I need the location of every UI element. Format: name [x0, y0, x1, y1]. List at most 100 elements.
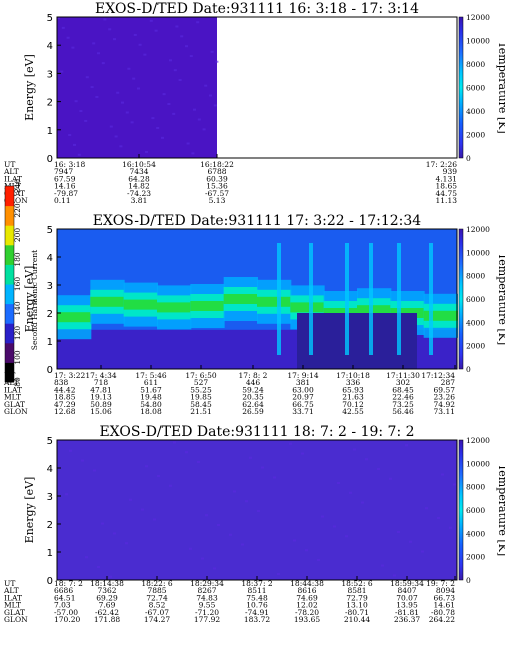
heatmap-cell — [169, 59, 172, 62]
ephemeris-cell: 17: 6:50 — [185, 371, 217, 380]
ephemeris-row-name: UT — [4, 579, 15, 588]
heatmap-cell — [365, 458, 368, 461]
ephemeris-cell: 74.92 — [434, 400, 456, 409]
heatmap-cell — [77, 153, 81, 156]
heatmap-cell — [149, 19, 153, 22]
heatmap-cell — [108, 28, 112, 31]
ephemeris-cell: 17:10:18 — [336, 371, 370, 380]
ephemeris-cell: 63.00 — [292, 385, 314, 394]
ephemeris-row-name: ILAT — [4, 174, 22, 183]
ephemeris-cell: 73.11 — [434, 407, 455, 416]
ephemeris-cell: 16:18:22 — [200, 160, 234, 169]
ephemeris-cell: 73.25 — [392, 400, 414, 409]
heatmap-cell — [81, 459, 84, 462]
heatmap-cell — [449, 526, 452, 529]
ephemeris-row-name: ALT — [3, 378, 19, 387]
harmonic-scale-tick: 120 — [13, 326, 22, 341]
harmonic-scale-tick: 160 — [13, 277, 22, 292]
heatmap-cell — [141, 508, 144, 511]
panel-title: EXOS-D/TED Date:931111 18: 7: 2 - 19: 7:… — [99, 424, 414, 440]
plot-area — [57, 229, 458, 369]
colorbar-tick-label: 12000 — [466, 225, 490, 234]
ephemeris-cell: 12.02 — [296, 601, 318, 610]
heatmap-cell — [90, 86, 94, 89]
ephemeris-cell: 7434 — [129, 167, 148, 176]
y-tick-label: 2 — [47, 309, 53, 320]
ephemeris-cell: 20.97 — [292, 393, 314, 402]
colorbar-tick-label: 4000 — [466, 318, 485, 327]
heatmap-cell — [293, 539, 296, 542]
heatmap-cell — [154, 29, 158, 32]
heatmap-cell — [138, 43, 142, 46]
ephemeris-cell: 18:52: 6 — [341, 579, 373, 588]
heatmap-cell — [116, 91, 120, 94]
heatmap-cell — [273, 476, 276, 479]
heatmap-cell — [196, 21, 200, 24]
ephemeris-cell: 59.24 — [242, 385, 264, 394]
harmonic-scale-segment — [5, 244, 14, 265]
heatmap-cell — [257, 510, 260, 512]
harmonic-scale-segment — [5, 342, 14, 363]
ephemeris-cell: 8267 — [197, 586, 216, 595]
heatmap-cell — [65, 493, 68, 496]
ephemeris-cell: -78.20 — [295, 608, 319, 617]
temperature-colorbar — [458, 16, 464, 159]
colorbar-tick-label: 0 — [466, 576, 471, 585]
y-tick-label: 2 — [47, 520, 53, 531]
ephemeris-cell: 15.06 — [90, 407, 112, 416]
heatmap-cell — [193, 108, 196, 111]
ephemeris-cell: 6788 — [207, 167, 226, 176]
heatmap-band-core — [290, 302, 325, 313]
ephemeris-cell: -57.00 — [54, 608, 78, 617]
ephemeris-cell: 21.51 — [190, 407, 211, 416]
y-tick-label: 0 — [47, 365, 53, 376]
ephemeris-cell: -67.57 — [205, 189, 229, 198]
heatmap-cell — [101, 62, 105, 65]
temperature-colorbar — [458, 439, 464, 581]
ephemeris-cell: 17: 5:46 — [135, 371, 167, 380]
ephemeris-cell: 56.46 — [392, 407, 414, 416]
ephemeris-cell: 58.45 — [190, 400, 212, 409]
ephemeris-row-name: GLON — [4, 615, 28, 624]
heatmap-cell — [189, 55, 193, 58]
y-tick-label: 5 — [47, 225, 53, 236]
ephemeris-cell: 17: 2:26 — [426, 160, 458, 169]
heatmap-cell — [337, 482, 340, 484]
colorbar-tick-label: 10000 — [466, 459, 490, 468]
y-tick-label: 0 — [47, 154, 53, 165]
heatmap-cell — [361, 501, 364, 504]
heatmap-cell — [129, 498, 132, 501]
ephemeris-cell: 55.25 — [190, 385, 212, 394]
heatmap-cell — [156, 126, 160, 129]
harmonic-scale-segment — [5, 362, 14, 383]
heatmap-cell — [441, 473, 444, 476]
ephemeris-cell: 8.52 — [149, 601, 166, 610]
heatmap-spike — [429, 243, 433, 355]
heatmap-cell — [137, 87, 140, 90]
colorbar-tick-label: 4000 — [466, 529, 485, 538]
heatmap-cell — [175, 25, 179, 28]
heatmap-cell — [85, 76, 89, 79]
ephemeris-cell: 8094 — [436, 586, 455, 595]
ephemeris-cell: 12.68 — [54, 407, 76, 416]
heatmap-cell — [421, 550, 424, 553]
heatmap-cell — [57, 440, 60, 442]
ephemeris-table: UTALTILATMLTGLATGLON16: 3:18794767.5914.… — [3, 160, 457, 205]
ephemeris-cell: 20.35 — [242, 393, 264, 402]
ephemeris-cell: 7.69 — [99, 601, 116, 610]
ephemeris-cell: 21.63 — [342, 393, 364, 402]
ephemeris-cell: 5.13 — [209, 196, 226, 205]
colorbar-tick-label: 6000 — [466, 295, 485, 304]
ephemeris-cell: 19.85 — [190, 393, 212, 402]
harmonic-scale-tick: 100 — [13, 350, 22, 365]
ephemeris-cell: 23.26 — [434, 393, 456, 402]
y-tick-label: 4 — [47, 464, 53, 475]
ephemeris-cell: 13.10 — [346, 601, 368, 610]
colorbar-tick-label: 10000 — [466, 248, 490, 257]
ephemeris-cell: 47.29 — [54, 400, 76, 409]
harmonic-scale-segment — [5, 264, 14, 285]
heatmap-cell — [178, 79, 182, 82]
y-tick-label: 5 — [47, 436, 53, 447]
ephemeris-cell: 174.27 — [144, 615, 170, 624]
